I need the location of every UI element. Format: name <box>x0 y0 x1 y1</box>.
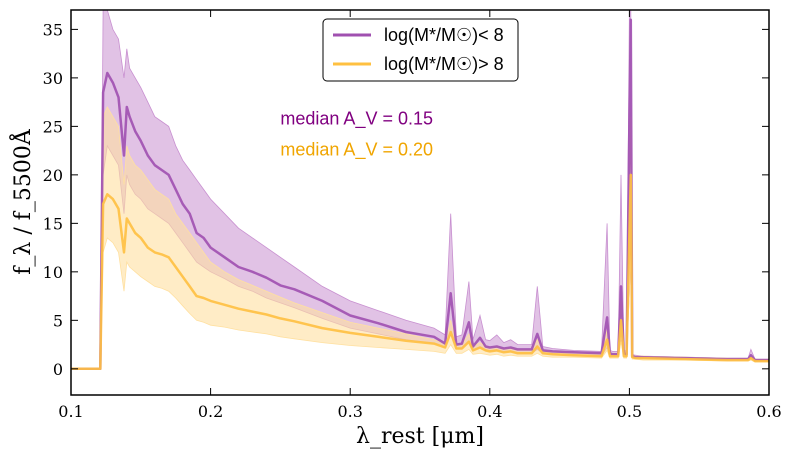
series-line-1 <box>71 173 769 371</box>
y-tick-label: 30 <box>43 69 63 88</box>
y-tick-label: 15 <box>43 214 63 233</box>
x-tick-label: 0.5 <box>617 402 642 421</box>
y-tick-label: 0 <box>53 360 63 379</box>
y-tick-label: 25 <box>43 117 63 136</box>
x-axis-label: λ_rest [μm] <box>356 424 484 449</box>
legend-label-high-mass: log(M*/M☉)> 8 <box>384 54 504 74</box>
x-tick-label: 0.3 <box>337 402 362 421</box>
y-tick-label: 10 <box>43 263 63 282</box>
series-band-1 <box>71 106 769 370</box>
x-tick-label: 0.4 <box>477 402 502 421</box>
x-tick-label: 0.2 <box>198 402 223 421</box>
y-tick-label: 5 <box>53 311 63 330</box>
y-tick-label: 20 <box>43 166 63 185</box>
annotation-median-av-0: median A_V = 0.15 <box>280 108 433 129</box>
legend: log(M*/M☉)< 8 log(M*/M☉)> 8 <box>322 18 519 82</box>
plot-frame <box>70 9 770 396</box>
y-tick-label: 35 <box>43 20 63 39</box>
legend-label-low-mass: log(M*/M☉)< 8 <box>384 25 504 45</box>
legend-box <box>322 18 519 82</box>
annotation-median-av-1: median A_V = 0.20 <box>280 139 433 160</box>
y-axis-label: f_λ / f_5500Å <box>8 128 36 275</box>
x-tick-label: 0.6 <box>756 402 781 421</box>
x-tick-label: 0.1 <box>58 402 83 421</box>
